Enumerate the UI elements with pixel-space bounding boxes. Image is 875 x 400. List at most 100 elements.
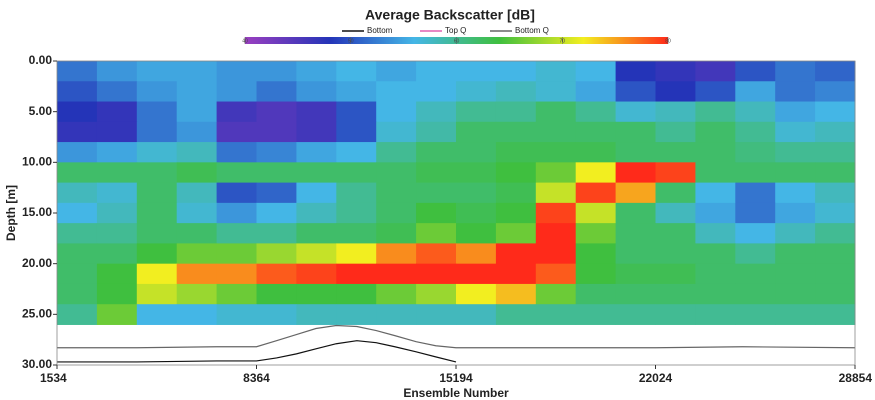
heatmap-cell: [495, 304, 537, 325]
heatmap-cell: [775, 243, 816, 265]
heatmap-cell: [416, 121, 457, 143]
heatmap-cell: [575, 101, 617, 123]
heatmap-cell: [456, 162, 497, 184]
heatmap-cell: [815, 121, 856, 143]
heatmap-cell: [456, 182, 497, 204]
y-axis-label: Depth [m]: [4, 185, 18, 241]
heatmap-cell: [456, 142, 497, 163]
heatmap-cell: [296, 142, 337, 163]
heatmap-cell: [775, 304, 816, 325]
heatmap-cell: [575, 142, 617, 163]
heatmap-cell: [775, 223, 816, 244]
heatmap-cell: [815, 304, 856, 325]
colorbar-tick-label: 70: [559, 38, 565, 44]
heatmap-cell: [57, 142, 98, 163]
heatmap-cell: [655, 162, 696, 184]
heatmap-cell: [176, 243, 218, 265]
x-tick-label: 28854: [839, 371, 873, 385]
heatmap-cell: [256, 142, 297, 163]
heatmap-cell: [256, 304, 297, 325]
heatmap-cell: [136, 81, 178, 103]
heatmap-cell: [615, 101, 656, 123]
heatmap-cell: [96, 263, 138, 285]
heatmap-cell: [615, 182, 656, 204]
heatmap-cell: [336, 304, 377, 325]
heatmap-cell: [735, 223, 776, 244]
heatmap-cell: [96, 121, 138, 143]
heatmap-cell: [336, 182, 377, 204]
heatmap-cell: [57, 61, 98, 82]
heatmap-cell: [535, 61, 577, 82]
heatmap-cell: [815, 61, 856, 82]
heatmap-cell: [376, 61, 417, 82]
y-tick-label: 10.00: [22, 155, 52, 169]
heatmap-cell: [416, 182, 457, 204]
heatmap-cell: [416, 61, 457, 82]
heatmap-cell: [775, 81, 816, 103]
heatmap-cell: [216, 243, 257, 265]
heatmap-cell: [575, 81, 617, 103]
heatmap-cell: [96, 202, 138, 224]
heatmap-cell: [57, 263, 98, 285]
heatmap-cell: [775, 202, 816, 224]
heatmap-cell: [655, 283, 696, 305]
heatmap-cell: [775, 182, 816, 204]
y-tick-label: 0.00: [29, 53, 53, 67]
heatmap-cell: [57, 81, 98, 103]
colorbar-tick-label: 80: [665, 38, 671, 44]
heatmap-cell: [695, 243, 736, 265]
heatmap-cell: [376, 162, 417, 184]
heatmap-cell: [336, 263, 377, 285]
heatmap-cell: [376, 142, 417, 163]
heatmap-cell: [575, 162, 617, 184]
heatmap-cell: [57, 182, 98, 204]
heatmap-cell: [256, 182, 297, 204]
heatmap-cell: [775, 101, 816, 123]
heatmap-cell: [336, 121, 377, 143]
heatmap-cell: [735, 162, 776, 184]
heatmap-cell: [775, 61, 816, 82]
heatmap-cell: [495, 182, 537, 204]
heatmap-cell: [775, 121, 816, 143]
heatmap-cell: [815, 283, 856, 305]
heatmap-cell: [136, 182, 178, 204]
heatmap-cell: [96, 243, 138, 265]
heatmap-cell: [575, 61, 617, 82]
heatmap-cell: [176, 182, 218, 204]
legend-label: Top Q: [445, 26, 466, 35]
heatmap-cell: [735, 81, 776, 103]
heatmap-cell: [216, 61, 257, 82]
heatmap-cell: [695, 81, 736, 103]
heatmap-cell: [136, 283, 178, 305]
heatmap-cell: [376, 121, 417, 143]
heatmap-cell: [336, 142, 377, 163]
heatmap-cell: [456, 283, 497, 305]
heatmap-cell: [296, 61, 337, 82]
heatmap-cell: [96, 182, 138, 204]
heatmap-cell: [735, 101, 776, 123]
heatmap-cell: [735, 142, 776, 163]
heatmap-cell: [96, 162, 138, 184]
heatmap-cell: [495, 61, 537, 82]
heatmap-cell: [96, 81, 138, 103]
heatmap-cell: [655, 121, 696, 143]
heatmap-cell: [535, 81, 577, 103]
heatmap-cell: [495, 223, 537, 244]
heatmap-cell: [655, 304, 696, 325]
heatmap-cell: [495, 243, 537, 265]
heatmap-cell: [495, 142, 537, 163]
heatmap-cell: [96, 61, 138, 82]
y-tick-label: 30.00: [22, 357, 52, 371]
heatmap-cell: [57, 202, 98, 224]
heatmap-cell: [575, 223, 617, 244]
heatmap-cell: [735, 202, 776, 224]
heatmap-cell: [136, 142, 178, 163]
heatmap-cell: [256, 283, 297, 305]
heatmap-cell: [456, 223, 497, 244]
heatmap-cell: [655, 223, 696, 244]
heatmap-cell: [695, 61, 736, 82]
heatmap-cell: [695, 162, 736, 184]
heatmap-cell: [216, 121, 257, 143]
heatmap-cell: [456, 61, 497, 82]
